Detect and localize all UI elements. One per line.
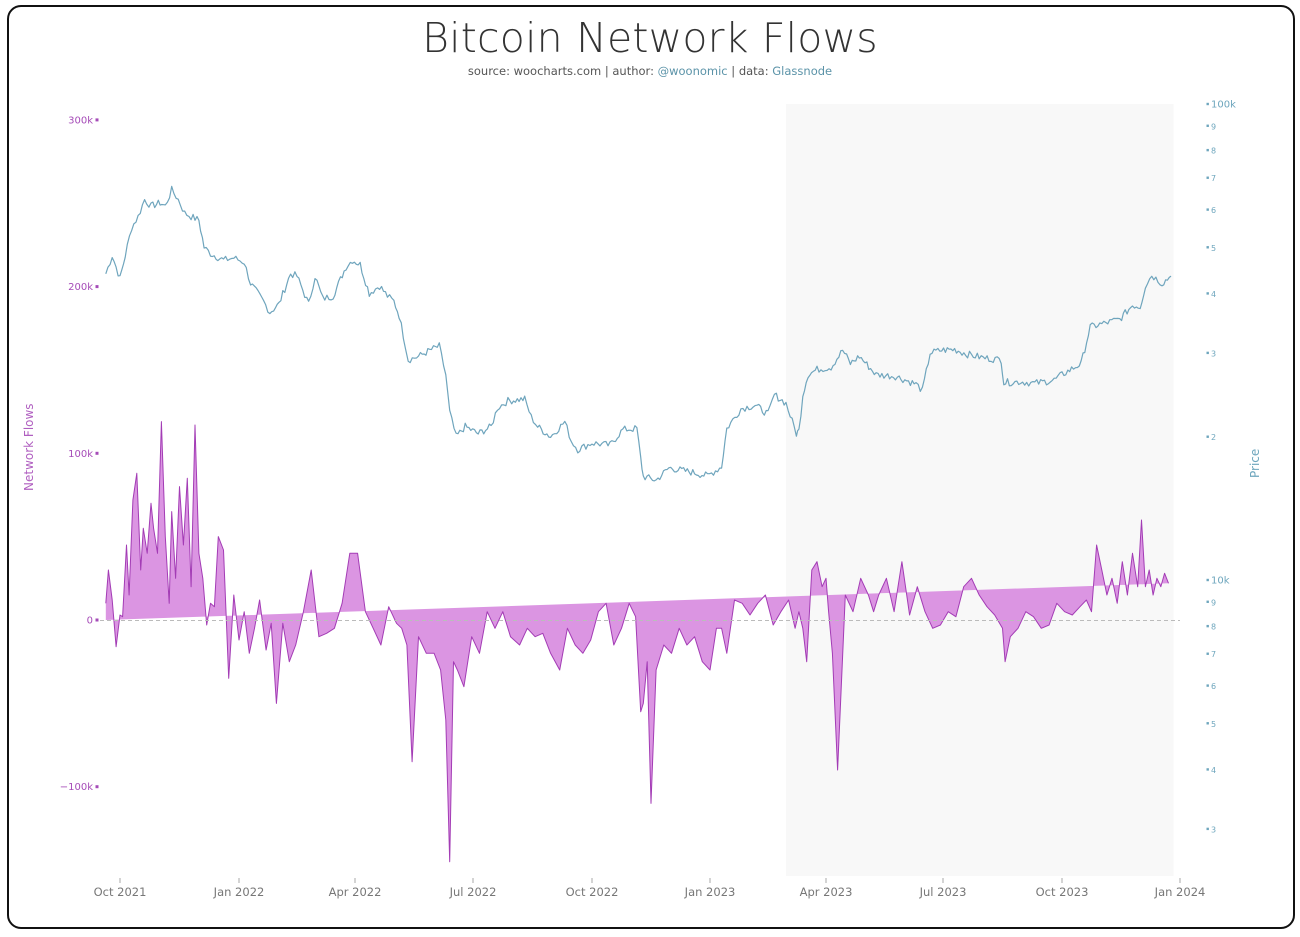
author-link[interactable]: @woonomic: [657, 64, 728, 78]
svg-text:7: 7: [1211, 174, 1216, 183]
svg-text:4: 4: [1211, 766, 1216, 775]
data-prefix-text: | data:: [727, 64, 773, 78]
svg-text:Oct 2021: Oct 2021: [94, 885, 147, 899]
svg-text:4: 4: [1211, 290, 1216, 299]
svg-text:Oct 2023: Oct 2023: [1036, 885, 1089, 899]
svg-text:9: 9: [1211, 598, 1216, 607]
svg-text:Jul 2023: Jul 2023: [919, 885, 967, 899]
svg-text:5: 5: [1211, 720, 1216, 729]
svg-text:Oct 2022: Oct 2022: [566, 885, 619, 899]
x-axis: Oct 2021 Jan 2022 Apr 2022 Jul 2022 Oct 2022…: [94, 878, 1206, 899]
svg-text:8: 8: [1211, 623, 1216, 632]
svg-text:2: 2: [1211, 433, 1216, 442]
chart-subtitle: source: woocharts.com | author: @woonomi…: [0, 64, 1300, 78]
network-flows-series: [105, 421, 1169, 863]
svg-text:8: 8: [1211, 147, 1216, 156]
svg-text:200k: 200k: [68, 282, 93, 293]
right-axis: 100k 9 8 7 6 5 4 3 2 10k 9 8 7 6 5 4 3: [1206, 100, 1236, 834]
svg-text:Jan 2024: Jan 2024: [1154, 885, 1206, 899]
svg-text:6: 6: [1211, 206, 1216, 215]
svg-text:100k: 100k: [1211, 100, 1236, 111]
svg-text:−100k: −100k: [60, 782, 93, 793]
chart-title: Bitcoin Network Flows: [422, 14, 878, 62]
svg-text:3: 3: [1211, 825, 1216, 834]
svg-text:Jan 2022: Jan 2022: [213, 885, 265, 899]
price-series: [105, 185, 1172, 482]
data-source-link[interactable]: Glassnode: [772, 64, 833, 78]
svg-text:Apr 2022: Apr 2022: [329, 885, 382, 899]
svg-text:Jan 2023: Jan 2023: [684, 885, 736, 899]
svg-text:3: 3: [1211, 349, 1216, 358]
svg-text:10k: 10k: [1211, 576, 1230, 587]
svg-text:Apr 2023: Apr 2023: [800, 885, 853, 899]
svg-text:0: 0: [87, 616, 93, 627]
source-text: source: woocharts.com | author:: [467, 64, 658, 78]
svg-text:100k: 100k: [68, 449, 93, 460]
svg-text:6: 6: [1211, 682, 1216, 691]
svg-text:300k: 300k: [68, 115, 93, 126]
left-axis: 300k 200k 100k 0 −100k: [60, 115, 99, 793]
svg-text:7: 7: [1211, 650, 1216, 659]
svg-text:Jul 2022: Jul 2022: [449, 885, 497, 899]
highlight-region: [786, 104, 1174, 876]
svg-text:9: 9: [1211, 122, 1216, 131]
svg-text:5: 5: [1211, 244, 1216, 253]
